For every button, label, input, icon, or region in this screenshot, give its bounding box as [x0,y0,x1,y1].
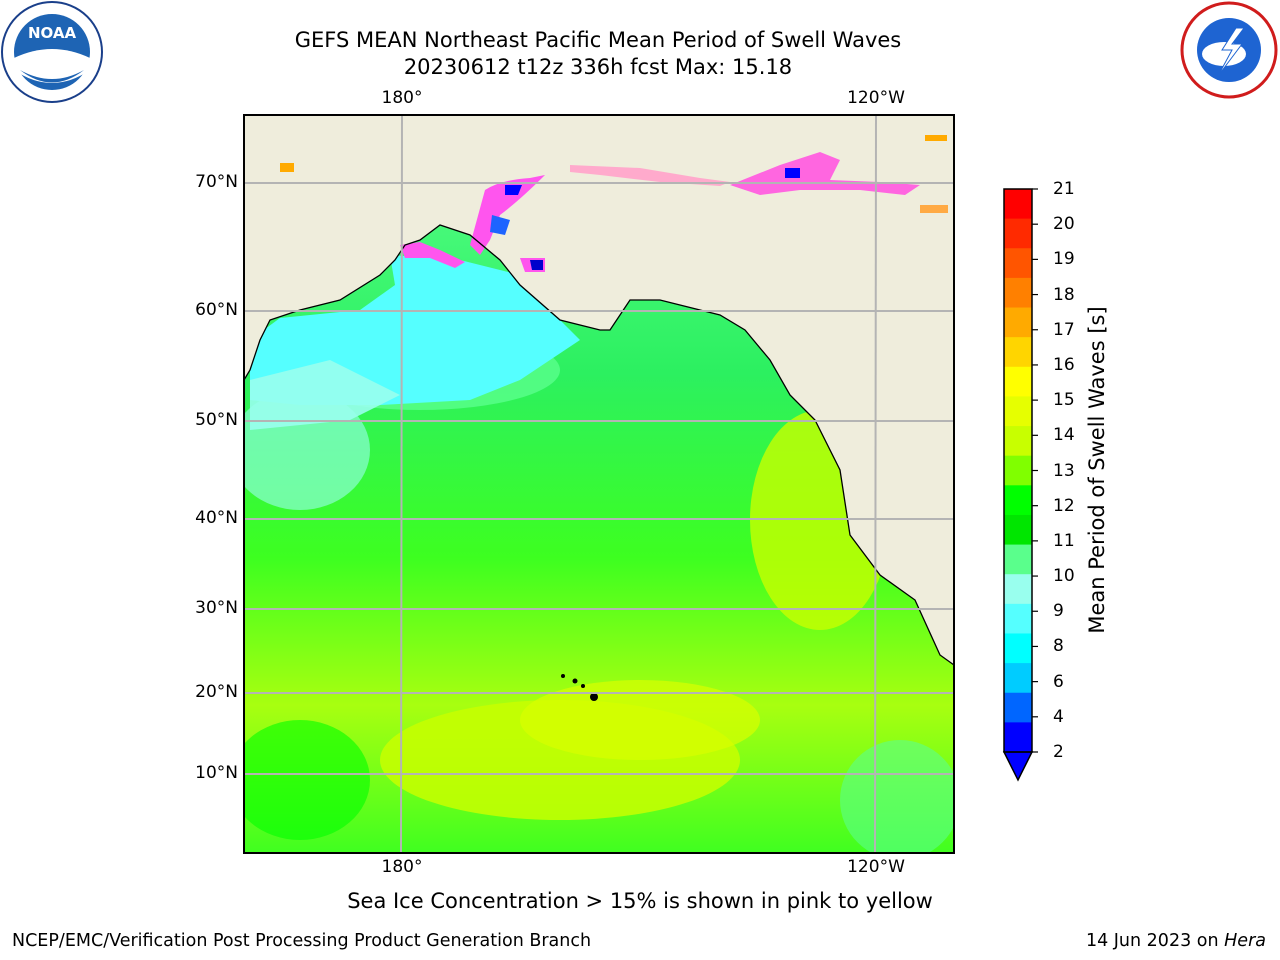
colorbar-tick-label: 9 [1053,601,1064,622]
colorbar-segment [1004,366,1032,397]
sea-ice-region [785,168,800,178]
colorbar-extension [1002,751,1034,782]
colorbar-tick-label: 15 [1053,390,1075,411]
colorbar-segment [1004,189,1032,220]
lon-label-bottom: 120°W [847,857,905,877]
colorbar-segment [1004,218,1032,249]
colorbar-tick-label: 12 [1053,495,1075,516]
colorbar-tick-label: 8 [1053,636,1064,657]
lat-label: 20°N [195,682,238,702]
map-frame [243,114,955,854]
colorbar-tick-label: 16 [1053,354,1075,375]
lat-label: 60°N [195,300,238,320]
colorbar-segment [1004,485,1032,516]
colorbar-segment [1004,663,1032,694]
colorbar-segment [1004,455,1032,486]
colorbar-tick-label: 21 [1053,179,1075,199]
graticule [244,115,954,853]
lon-label-bottom: 180° [381,857,423,877]
sea-ice-region [570,165,730,186]
lon-label-top: 180° [381,88,423,108]
noaa-logo-text: NOAA [28,24,77,42]
colorbar-segment [1004,277,1032,309]
colorbar-tick-label: 4 [1053,706,1064,727]
chart-title: GEFS MEAN Northeast Pacific Mean Period … [294,28,902,52]
colorbar-tick-label: 17 [1053,319,1075,340]
colorbar-segment [1004,544,1032,575]
sea-ice-region [280,163,294,172]
colorbar-tick-label: 19 [1053,249,1075,270]
coastline [244,224,954,666]
colorbar-segment [1004,514,1032,546]
colorbar [1002,188,1038,782]
lat-label: 40°N [195,508,238,528]
long-period-region [520,680,760,760]
colorbar-tick-label: 10 [1053,566,1075,587]
colorbar-segment [1004,633,1032,664]
bering-sea-region [250,360,400,430]
lat-label: 10°N [195,763,238,783]
sea-ice-region [400,242,465,268]
colorbar-tick-label: 6 [1053,671,1064,692]
lat-label: 50°N [195,410,238,430]
producer-credit: NCEP/EMC/Verification Post Processing Pr… [12,931,592,951]
colorbar-segment [1004,307,1032,338]
colorbar-segment [1004,574,1032,605]
colorbar-segment [1004,692,1032,723]
host-name: Hera [1224,931,1266,951]
sea-ice-region [730,152,920,195]
sea-ice-region [530,260,543,270]
colorbar-segment [1004,396,1032,427]
nws-logo [1180,1,1278,99]
colorbar-segment [1004,603,1032,634]
colorbar-segment [1004,337,1032,368]
hawaii-islands [561,674,598,701]
colorbar-tick-label: 14 [1053,425,1075,446]
colorbar-tick-label: 2 [1053,742,1064,762]
colorbar-tick-label: 20 [1053,214,1075,235]
noaa-logo: NOAA [1,1,103,103]
lon-label-top: 120°W [847,88,905,108]
lat-label: 30°N [195,598,238,618]
colorbar-segment [1004,722,1032,753]
colorbar-segment [1004,426,1032,457]
short-period-region [840,740,954,853]
mid-period-region [244,720,370,840]
colorbar-tick-label: 18 [1053,284,1075,305]
colorbar-label: Mean Period of Swell Waves [s] [1085,306,1109,634]
chart-subtitle: 20230612 t12z 336h fcst Max: 15.18 [403,55,793,79]
sea-ice-region [925,135,947,141]
land-north-america-asia [244,115,954,665]
colorbar-tick-label: 11 [1053,530,1075,551]
sea-ice-note: Sea Ice Concentration > 15% is shown in … [347,889,933,913]
sea-ice-region [470,175,545,255]
sea-ice-region [505,185,522,195]
colorbar-tick-label: 13 [1053,460,1075,481]
lat-label: 70°N [195,172,238,192]
sea-ice-region [490,215,510,235]
generation-date: 14 Jun 2023 on Hera [1086,931,1266,951]
sea-ice-region [920,205,948,213]
colorbar-segment [1004,248,1032,279]
generation-date-text: 14 Jun 2023 on [1085,931,1225,951]
